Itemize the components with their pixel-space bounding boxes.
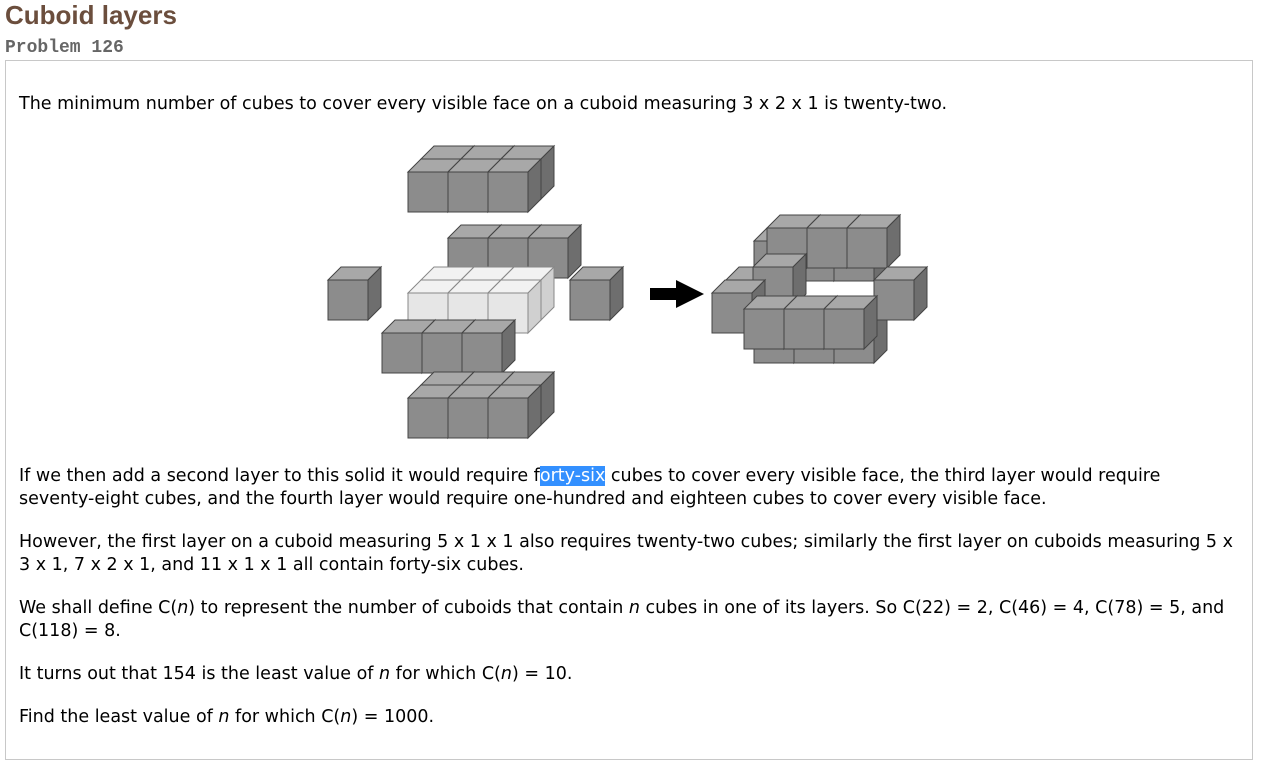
var-n: n [218,707,230,727]
p5-text-a: It turns out that 154 is the least value… [19,664,379,684]
var-n: n [628,598,640,618]
problem-number: Problem 126 [5,38,124,58]
paragraph-definition: We shall define C(n) to represent the nu… [19,597,1234,643]
assembled-cuboid [711,214,928,364]
paragraph-layers-text-a: If we then add a second layer to this so… [19,466,540,486]
var-n: n [340,707,352,727]
p6-text-b: for which C( [229,707,341,727]
p4-text-c: cubes in one of its layers. So C(22) = 2… [19,598,1225,641]
p4-text-b: ) to represent the number of cuboids tha… [188,598,629,618]
paragraph-intro: The minimum number of cubes to cover eve… [19,94,948,114]
left-end-cube [327,266,382,321]
paragraph-example: It turns out that 154 is the least value… [19,663,1234,686]
front-layer-cubes [381,319,516,374]
paragraph-layers: If we then add a second layer to this so… [19,465,1234,511]
top-layer-cubes [407,145,555,213]
bottom-layer-cubes [407,371,555,439]
p6-text-a: Find the least value of [19,707,219,727]
var-n: n [379,664,391,684]
var-n: n [500,664,512,684]
p6-text-c: ) = 1000. [351,707,435,727]
cuboid-layers-figure [327,145,928,439]
paragraph-question: Find the least value of n for which C(n)… [19,706,1234,729]
problem-content: The minimum number of cubes to cover eve… [5,60,1253,760]
p5-text-b: for which C( [390,664,501,684]
paragraph-other-cuboids: However, the first layer on a cuboid mea… [19,532,1233,575]
paragraph-layers-text-b: cubes to cover every visible face, the t… [19,466,1161,509]
right-arrow-icon [650,280,704,308]
right-end-cube [569,266,624,321]
selected-text[interactable]: orty-six [539,466,606,486]
page-title: Cuboid layers [5,0,177,30]
p4-text-a: We shall define C( [19,598,178,618]
var-n: n [177,598,189,618]
p5-text-c: ) = 10. [511,664,573,684]
